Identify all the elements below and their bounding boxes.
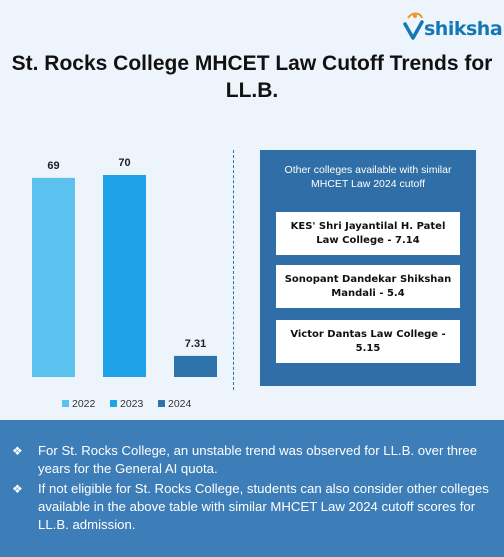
legend-label-2023: 2023 [120, 398, 144, 410]
legend-label-2022: 2022 [72, 398, 96, 410]
divider [233, 150, 234, 390]
summary-bullet-text: If not eligible for St. Rocks College, s… [38, 481, 489, 532]
similar-colleges-panel: Other colleges available with similar MH… [260, 150, 476, 386]
bar-2022 [32, 177, 75, 377]
panel-title: Other colleges available with similar MH… [284, 164, 452, 190]
data-label-2024: 7.31 [185, 338, 206, 350]
college-card: Sonopant Dandekar Shikshan Mandali - 5.4 [276, 265, 460, 308]
diamond-bullet-icon: ❖ [12, 444, 23, 458]
shiksha-logo-icon [403, 12, 424, 40]
data-label-2022: 69 [47, 160, 59, 172]
diamond-bullet-icon: ❖ [12, 482, 23, 496]
summary-bullet: ❖ For St. Rocks College, an unstable tre… [12, 442, 496, 478]
college-card: Victor Dantas Law College - 5.15 [276, 320, 460, 363]
legend-label-2024: 2024 [168, 398, 192, 410]
summary-bullet: ❖ If not eligible for St. Rocks College,… [12, 480, 496, 534]
bar-chart: 69 70 7.31 2022 2023 2024 [32, 157, 217, 410]
chart-title: St. Rocks College MHCET Law Cutoff Trend… [11, 52, 493, 102]
bar-2023 [103, 175, 146, 377]
legend-swatch-2022 [62, 400, 69, 407]
college-card: KES' Shri Jayantilal H. Patel Law Colleg… [276, 212, 460, 255]
legend-swatch-2024 [158, 400, 165, 407]
summary-footer: ❖ For St. Rocks College, an unstable tre… [0, 420, 504, 557]
data-label-2023: 70 [118, 157, 130, 169]
legend-swatch-2023 [110, 400, 117, 407]
logo-text: shiksha [424, 18, 503, 40]
bar-2024 [174, 355, 217, 377]
summary-bullet-text: For St. Rocks College, an unstable trend… [38, 443, 478, 476]
shiksha-logo: shiksha [402, 10, 503, 44]
